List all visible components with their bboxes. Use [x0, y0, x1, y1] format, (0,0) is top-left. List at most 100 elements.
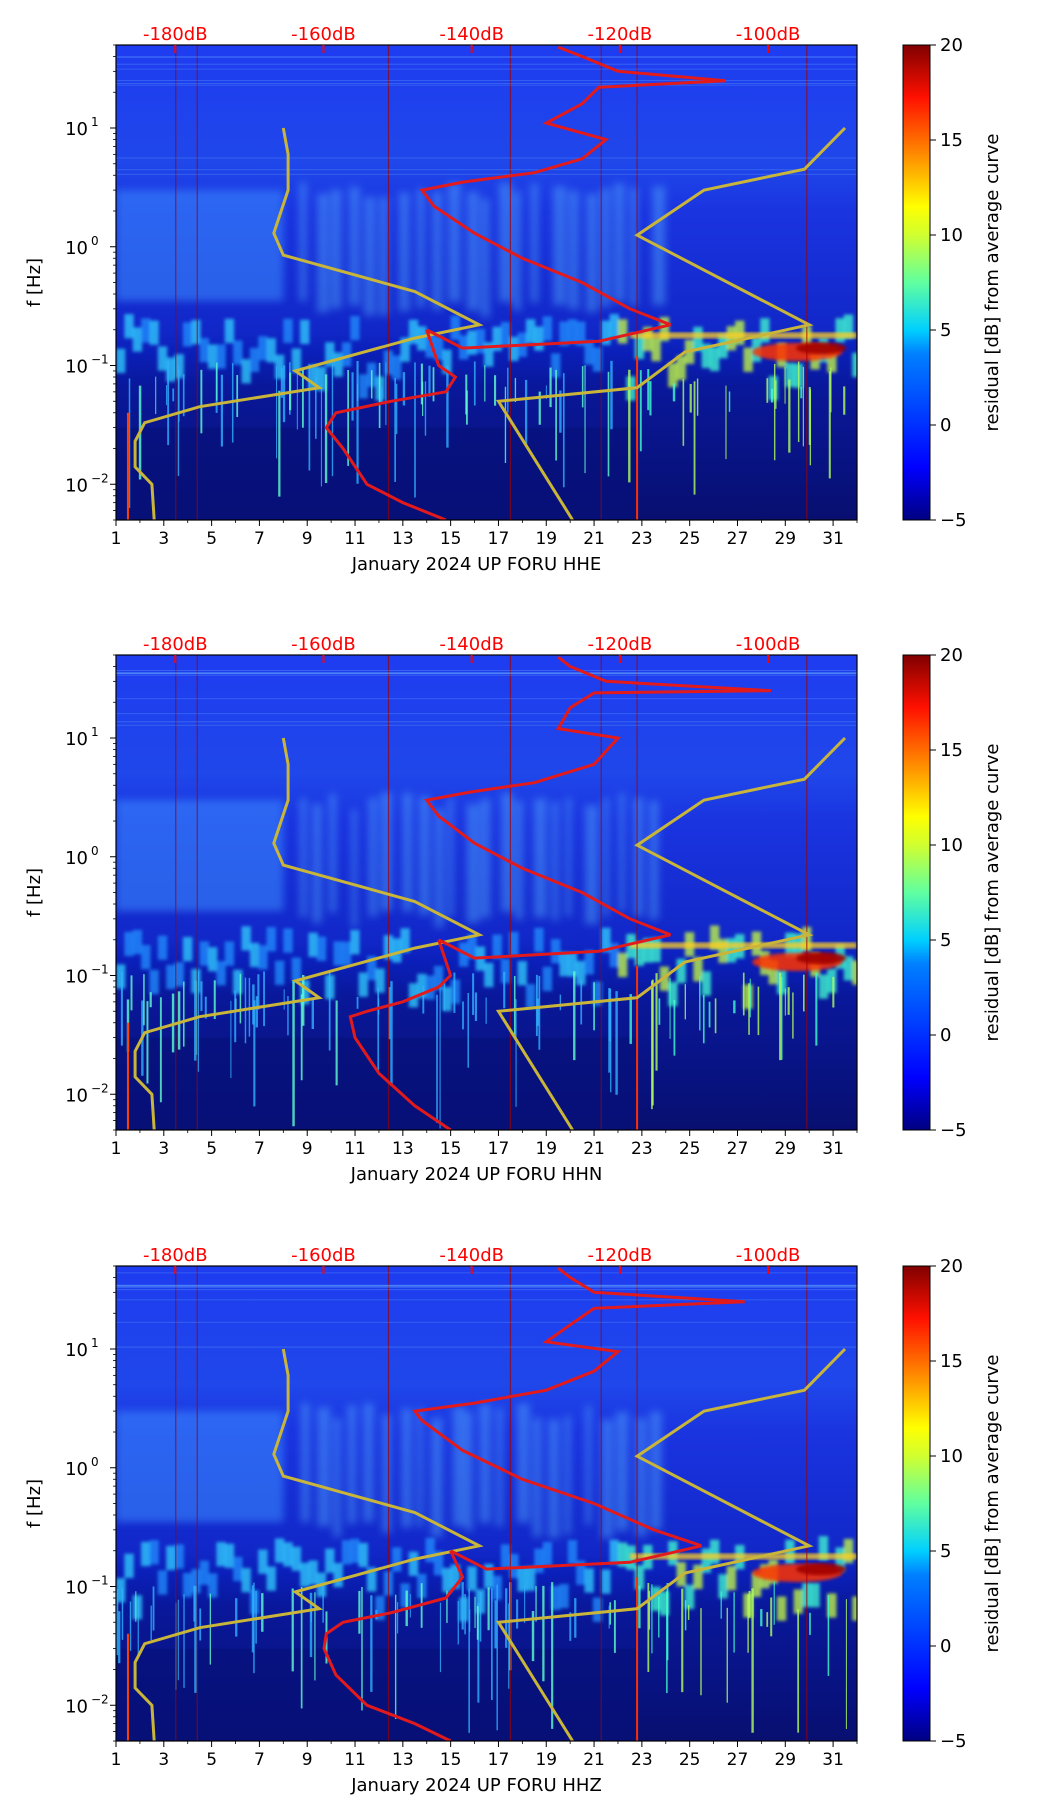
x-tick-label: 31	[822, 1139, 844, 1159]
db-top-label: -120dB	[588, 24, 653, 45]
x-tick-label: 9	[302, 1139, 313, 1159]
x-tick-label: 3	[158, 1750, 169, 1770]
colorbar-tick-label: 0	[940, 1025, 951, 1046]
yellow-band	[629, 942, 857, 949]
db-top-label: -140dB	[439, 634, 504, 655]
median-psd-curve-high	[419, 45, 726, 327]
x-tick-label: 27	[727, 1139, 749, 1159]
low-freq-dark	[116, 1037, 638, 1130]
x-tick-label: 5	[206, 529, 217, 549]
x-tick-label: 17	[488, 1750, 510, 1770]
y-tick-label: 10	[65, 967, 88, 988]
db-top-label: -140dB	[439, 24, 504, 45]
x-axis-label: January 2024 UP FORU HHZ	[350, 1775, 602, 1796]
x-tick-label: 19	[535, 1750, 557, 1770]
y-tick-label: 10	[65, 848, 88, 869]
y-tick-label: 10	[65, 357, 88, 378]
y-tick-label: 10	[65, 729, 88, 750]
colorbar-gradient	[902, 654, 931, 1131]
x-tick-label: 7	[254, 529, 265, 549]
y-tick-exponent: 0	[91, 234, 99, 248]
colorbar-tick-label: 20	[940, 35, 963, 56]
median-psd-curve-low	[322, 1550, 465, 1741]
cloud-features	[116, 1403, 662, 1539]
spectrogram-heatmap	[116, 45, 857, 520]
y-tick-exponent: 0	[91, 1455, 99, 1469]
x-tick-label: 7	[254, 1750, 265, 1770]
hot-spot-core	[796, 342, 847, 355]
x-tick-label: 9	[302, 1750, 313, 1770]
y-tick-label: 10	[65, 1696, 88, 1717]
x-tick-label: 3	[158, 529, 169, 549]
x-axis-label: January 2024 UP FORU HHE	[351, 554, 602, 575]
colorbar-tick-label: 10	[940, 835, 963, 856]
y-tick-exponent: −2	[91, 471, 109, 485]
x-tick-label: 3	[158, 1139, 169, 1159]
spectrogram-heatmap	[116, 1266, 857, 1741]
x-tick-label: 13	[392, 1139, 414, 1159]
colorbar-tick-label: 5	[940, 1541, 951, 1562]
y-tick-exponent: −1	[91, 963, 109, 977]
x-tick-label: 31	[822, 1750, 844, 1770]
db-top-label: -160dB	[291, 24, 356, 45]
colorbar-tick-label: 10	[940, 1446, 963, 1467]
median-psd-curve-low	[324, 329, 458, 520]
colorbar-tick-label: 5	[940, 320, 951, 341]
x-tick-label: 29	[774, 1139, 796, 1159]
y-axis-label: f [Hz]	[24, 868, 45, 917]
x-tick-label: 9	[302, 529, 313, 549]
db-top-label: -180dB	[143, 1245, 208, 1266]
low-noise-model-line	[133, 1348, 484, 1741]
colorbar: 20 15 10 5 0 −5 residual [dB] from average cur…	[902, 1256, 1003, 1752]
x-tick-label: 23	[631, 1139, 653, 1159]
db-top-label: -100dB	[736, 24, 801, 45]
median-psd-curve-link	[426, 323, 671, 350]
x-tick-label: 23	[631, 1750, 653, 1770]
x-tick-label: 17	[488, 529, 510, 549]
x-tick-label: 13	[392, 529, 414, 549]
y-tick-exponent: 1	[91, 725, 99, 739]
x-tick-label: 11	[344, 529, 366, 549]
high-noise-model-line	[495, 736, 847, 1130]
y-tick-exponent: 1	[91, 115, 99, 129]
high-noise-model-line	[495, 1347, 847, 1741]
x-tick-label: 1	[111, 1750, 122, 1770]
median-psd-curve-link	[438, 933, 671, 960]
x-tick-label: 25	[679, 1750, 701, 1770]
colorbar-label: residual [dB] from average curve	[982, 1354, 1003, 1652]
x-tick-label: 19	[535, 529, 557, 549]
colorbar-tick-label: 0	[940, 415, 951, 436]
colorbar-gradient	[902, 44, 931, 521]
colorbar-label: residual [dB] from average curve	[982, 133, 1003, 431]
db-top-label: -160dB	[291, 634, 356, 655]
x-tick-label: 23	[631, 529, 653, 549]
colorbar-tick-label: 15	[940, 740, 963, 761]
y-tick-label: 10	[65, 1578, 88, 1599]
y-tick-exponent: 1	[91, 1336, 99, 1350]
low-noise-model-line	[133, 737, 484, 1130]
colorbar-label: residual [dB] from average curve	[982, 743, 1003, 1041]
db-top-label: -120dB	[588, 634, 653, 655]
y-tick-exponent: −2	[91, 1692, 109, 1706]
db-top-label: -100dB	[736, 634, 801, 655]
y-tick-exponent: −1	[91, 1574, 109, 1588]
db-top-label: -140dB	[439, 1245, 504, 1266]
x-tick-label: 31	[822, 529, 844, 549]
median-psd-curve-high	[424, 655, 771, 937]
y-tick-label: 10	[65, 1340, 88, 1361]
x-tick-label: 27	[727, 529, 749, 549]
x-tick-label: 11	[344, 1750, 366, 1770]
colorbar-tick-label: −5	[940, 1120, 967, 1141]
colorbar-tick-label: 5	[940, 930, 951, 951]
colorbar: 20 15 10 5 0 −5 residual [dB] from average cur…	[902, 645, 1003, 1141]
x-tick-label: 25	[679, 1139, 701, 1159]
y-tick-label: 10	[65, 238, 88, 259]
db-top-label: -120dB	[588, 1245, 653, 1266]
colorbar-tick-label: 20	[940, 645, 963, 666]
db-top-label: -160dB	[291, 1245, 356, 1266]
x-tick-label: 21	[583, 1139, 605, 1159]
x-tick-label: 1	[111, 529, 122, 549]
db-top-label: -100dB	[736, 1245, 801, 1266]
x-tick-label: 13	[392, 1750, 414, 1770]
